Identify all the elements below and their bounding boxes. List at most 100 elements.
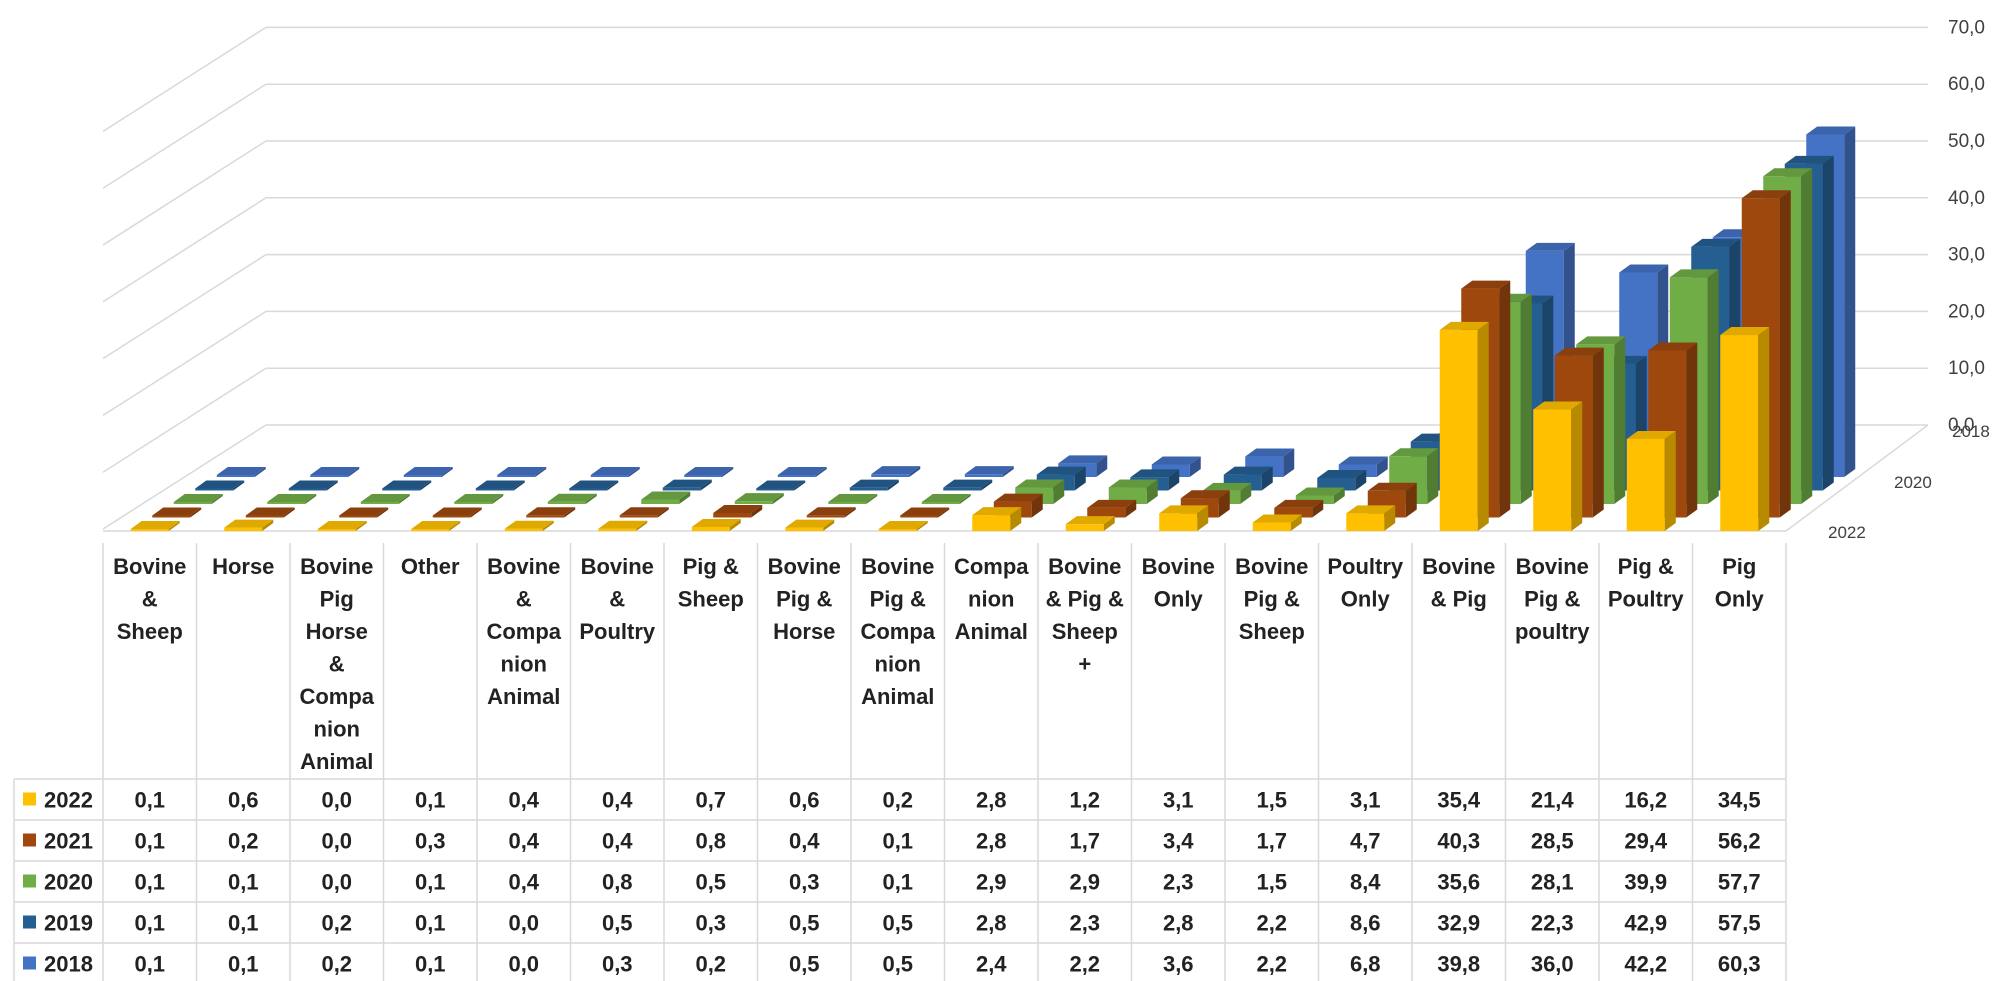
table-cell: 32,9 bbox=[1437, 911, 1480, 936]
table-cell: 0,1 bbox=[134, 870, 165, 895]
bar bbox=[662, 479, 712, 491]
side-gridline bbox=[102, 197, 267, 303]
category-label: Pig & bbox=[1244, 587, 1300, 612]
bar bbox=[756, 480, 806, 491]
side-gridline bbox=[102, 424, 267, 530]
category-label: Pig & bbox=[1618, 554, 1674, 579]
table-cell: 0,2 bbox=[321, 952, 352, 977]
side-gridline bbox=[102, 140, 267, 246]
y-tick-label: 40,0 bbox=[1948, 188, 1985, 209]
bar bbox=[878, 521, 928, 531]
category-label: Bovine bbox=[1516, 554, 1589, 579]
table-cell: 0,0 bbox=[508, 911, 539, 936]
category-label: Horse bbox=[773, 619, 835, 644]
table-cell: 0,8 bbox=[695, 829, 726, 854]
category-label: & Pig bbox=[1431, 587, 1487, 612]
table-cell: 0,1 bbox=[415, 870, 446, 895]
bar bbox=[691, 519, 741, 531]
category-label: Bovine bbox=[1142, 554, 1215, 579]
bar bbox=[777, 467, 827, 477]
table-cell: 3,1 bbox=[1163, 788, 1194, 813]
table-cell: 0,0 bbox=[321, 829, 352, 854]
depth-axis-labels: 2018 2020 2022 bbox=[1828, 422, 1990, 542]
table-cell: 0,5 bbox=[695, 870, 726, 895]
table-cell: 0,2 bbox=[321, 911, 352, 936]
bar bbox=[173, 494, 223, 504]
table-cell: 0,1 bbox=[134, 788, 165, 813]
table-cell: 16,2 bbox=[1624, 788, 1667, 813]
table-cell: 36,0 bbox=[1531, 952, 1574, 977]
table-cell: 42,9 bbox=[1624, 911, 1667, 936]
table-cell: 22,3 bbox=[1531, 911, 1574, 936]
bar bbox=[684, 467, 734, 477]
table-cell: 0,0 bbox=[321, 870, 352, 895]
table-cell: 0,4 bbox=[602, 829, 633, 854]
table-cell: 0,3 bbox=[789, 870, 820, 895]
table-cell: 0,2 bbox=[695, 952, 726, 977]
category-label: Pig bbox=[320, 587, 354, 612]
table-cell: 0,1 bbox=[134, 952, 165, 977]
bar bbox=[943, 479, 993, 491]
bar bbox=[526, 507, 576, 518]
category-label: Sheep bbox=[117, 619, 183, 644]
table-cell: 0,6 bbox=[789, 788, 820, 813]
table-cell: 2,2 bbox=[1256, 911, 1287, 936]
table-cell: 1,7 bbox=[1069, 829, 1100, 854]
bar bbox=[1439, 321, 1489, 531]
table-cell: 0,1 bbox=[134, 911, 165, 936]
category-label: Bovine bbox=[1422, 554, 1495, 579]
category-label: Compa bbox=[860, 619, 935, 644]
table-cell: 2,8 bbox=[1163, 911, 1194, 936]
bar bbox=[339, 507, 389, 518]
category-label: & bbox=[609, 587, 625, 612]
table-cell: 2,8 bbox=[976, 911, 1007, 936]
bar bbox=[152, 507, 202, 518]
bar bbox=[972, 507, 1022, 531]
table-cell: 57,5 bbox=[1718, 911, 1761, 936]
table-cell: 0,5 bbox=[602, 911, 633, 936]
legend-swatch bbox=[23, 792, 36, 806]
category-label: Bovine bbox=[1048, 554, 1121, 579]
category-label: nion bbox=[501, 652, 547, 677]
y-tick-label: 20,0 bbox=[1948, 301, 1985, 322]
category-label: & bbox=[329, 652, 345, 677]
side-gridline bbox=[102, 83, 267, 189]
category-label: Bovine bbox=[113, 554, 186, 579]
depth-label: 2022 bbox=[1828, 523, 1866, 542]
bar bbox=[849, 479, 899, 491]
table-cell: 3,4 bbox=[1163, 829, 1194, 854]
bar bbox=[245, 507, 295, 518]
category-label: + bbox=[1078, 652, 1091, 677]
bar bbox=[871, 466, 921, 477]
y-tick-label: 0,0 bbox=[1948, 415, 1974, 436]
bar bbox=[806, 507, 856, 518]
category-label: Pig & bbox=[776, 587, 832, 612]
category-label: nion bbox=[314, 717, 360, 742]
bar bbox=[432, 507, 482, 518]
floor-side-edge bbox=[1785, 424, 1929, 532]
category-label: Only bbox=[1715, 587, 1765, 612]
bar bbox=[1720, 327, 1770, 531]
category-label: Bovine bbox=[861, 554, 934, 579]
table-cell: 4,7 bbox=[1350, 829, 1381, 854]
table-cell: 0,5 bbox=[882, 911, 913, 936]
category-label: poultry bbox=[1515, 619, 1590, 644]
table-cell: 1,7 bbox=[1256, 829, 1287, 854]
bar bbox=[504, 520, 554, 531]
table-cell: 0,3 bbox=[695, 911, 726, 936]
depth-label: 2020 bbox=[1894, 473, 1932, 492]
bar bbox=[598, 520, 648, 531]
bar bbox=[403, 467, 453, 477]
table-cell: 35,6 bbox=[1437, 870, 1480, 895]
bar bbox=[785, 519, 835, 531]
category-label: Pig & bbox=[1524, 587, 1580, 612]
category-label: Bovine bbox=[768, 554, 841, 579]
bar bbox=[497, 467, 547, 477]
bar bbox=[411, 521, 461, 531]
bar bbox=[288, 480, 338, 491]
category-label: Animal bbox=[487, 684, 560, 709]
bar bbox=[1533, 401, 1583, 531]
table-cell: 39,8 bbox=[1437, 952, 1480, 977]
y-tick-label: 30,0 bbox=[1948, 245, 1985, 266]
